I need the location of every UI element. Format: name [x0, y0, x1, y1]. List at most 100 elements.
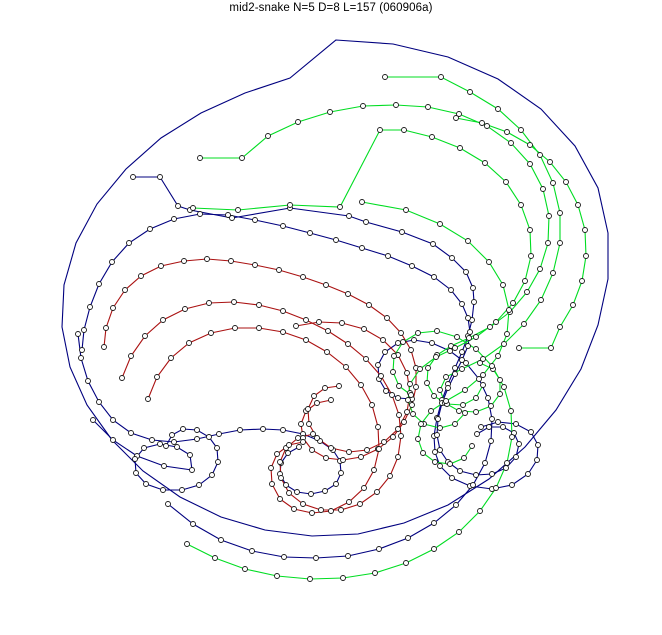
vertex-marker	[431, 546, 437, 552]
vertex-marker	[286, 490, 292, 496]
vertex-marker	[409, 402, 415, 408]
vertex-marker	[404, 370, 410, 376]
vertex-marker	[311, 393, 317, 399]
vertex-marker	[249, 548, 255, 554]
vertex-marker	[285, 450, 291, 456]
vertex-marker	[484, 123, 490, 129]
vertex-marker	[179, 487, 185, 493]
vertex-marker	[405, 535, 411, 541]
vertex-marker	[456, 529, 462, 535]
vertex-marker	[579, 278, 585, 284]
vertex-marker	[149, 437, 155, 443]
vertex-marker	[557, 324, 563, 330]
vertex-marker	[415, 436, 421, 442]
vertex-marker	[158, 263, 164, 269]
vertex-marker	[382, 74, 388, 80]
vertex-marker	[521, 321, 527, 327]
vertex-marker	[133, 470, 139, 476]
vertex-marker	[345, 553, 351, 559]
vertex-marker	[369, 402, 375, 408]
vertex-marker	[196, 482, 202, 488]
vertex-marker	[277, 459, 283, 465]
vertex-marker	[197, 211, 203, 217]
vertex-marker	[527, 142, 533, 148]
vertex-marker	[503, 179, 509, 185]
vertex-marker	[401, 419, 407, 425]
vertex-marker	[252, 262, 258, 268]
vertex-marker	[453, 502, 459, 508]
vertex-marker	[387, 473, 393, 479]
vertex-marker	[437, 447, 443, 453]
vertex-marker	[524, 289, 530, 295]
vertex-marker	[404, 409, 410, 415]
vertex-marker	[163, 443, 169, 449]
vertex-marker	[486, 424, 492, 430]
vertex-marker	[429, 134, 435, 140]
vertex-marker	[280, 427, 286, 433]
snake-polyline-red-snake-inner	[147, 327, 380, 514]
vertex-marker	[363, 219, 369, 225]
vertex-marker	[174, 444, 180, 450]
vertex-marker	[128, 430, 134, 436]
vertex-marker	[437, 463, 443, 469]
vertex-marker	[471, 299, 477, 305]
vertex-marker	[280, 223, 286, 229]
vertex-marker	[357, 501, 363, 507]
vertex-marker	[435, 416, 441, 422]
vertex-marker	[454, 334, 460, 340]
vertex-marker	[433, 354, 439, 360]
vertex-marker	[339, 320, 345, 326]
vertex-marker	[417, 366, 423, 372]
vertex-marker	[359, 199, 365, 205]
vertex-marker	[465, 343, 471, 349]
vertex-marker	[345, 291, 351, 297]
vertex-marker	[456, 111, 462, 117]
vertex-marker	[456, 408, 462, 414]
vertex-marker	[401, 127, 407, 133]
vertex-marker	[309, 510, 315, 516]
vertex-marker	[495, 419, 501, 425]
vertex-marker	[374, 489, 380, 495]
vertex-marker	[557, 240, 563, 246]
vertex-marker	[522, 278, 528, 284]
vertex-marker	[194, 436, 200, 442]
vertex-marker	[480, 372, 486, 378]
vertex-marker	[489, 363, 495, 369]
vertex-marker	[147, 226, 153, 232]
vertex-marker	[90, 417, 96, 423]
vertex-marker	[228, 258, 234, 264]
vertex-marker	[400, 339, 406, 345]
vertex-marker	[463, 269, 469, 275]
vertex-marker	[473, 346, 479, 352]
vertex-marker	[407, 381, 413, 387]
vertex-marker	[216, 431, 222, 437]
vertex-marker	[307, 230, 313, 236]
vertex-marker	[547, 159, 553, 165]
vertex-marker	[477, 508, 483, 514]
vertex-marker	[411, 337, 417, 343]
vertex-marker	[160, 317, 166, 323]
vertex-marker	[405, 397, 411, 403]
vertex-marker	[239, 155, 245, 161]
vertex-marker	[96, 281, 102, 287]
vertex-marker	[141, 445, 147, 451]
vertex-marker	[316, 319, 322, 325]
vertex-marker	[256, 325, 262, 331]
vertex-marker	[459, 301, 465, 307]
vertex-marker	[395, 426, 401, 432]
vertex-marker	[452, 345, 458, 351]
vertex-marker	[229, 215, 235, 221]
snake-polyline-red-snake-outer	[103, 258, 417, 461]
page-title: mid2-snake N=5 D=8 L=157 (060906a)	[229, 2, 433, 14]
vertex-marker	[322, 385, 328, 391]
vertex-marker	[287, 202, 293, 208]
vertex-marker	[109, 259, 115, 265]
vertex-marker	[225, 212, 231, 218]
vertex-marker	[345, 341, 351, 347]
vertex-marker	[300, 274, 306, 280]
vertex-marker	[376, 446, 382, 452]
vertex-marker	[537, 152, 543, 158]
vertex-marker	[424, 380, 430, 386]
vertex-marker	[79, 347, 85, 353]
